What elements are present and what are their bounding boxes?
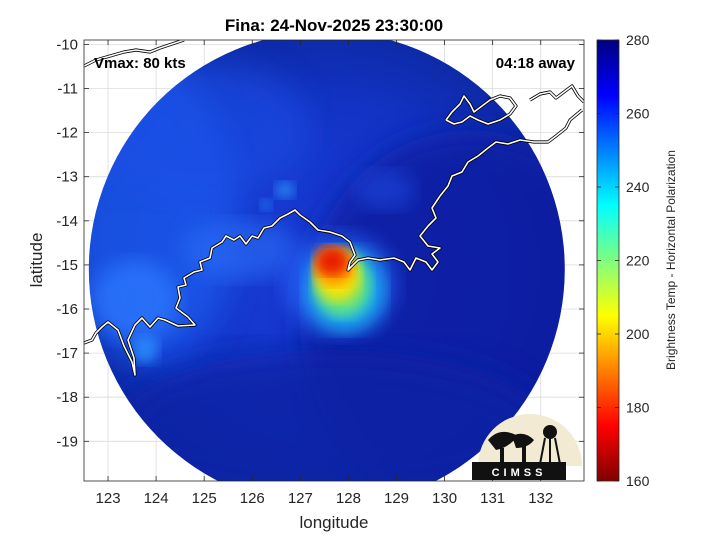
- x-axis-ticks: 123 124 125 126 127 128 129 130 131 132: [96, 40, 553, 507]
- vmax-annotation: Vmax: 80 kts: [94, 55, 186, 72]
- logo-ground: [472, 462, 566, 480]
- x-tick-label: 131: [480, 490, 505, 507]
- axes-frame: [83, 39, 585, 482]
- coast-band-mid: [180, 220, 300, 280]
- y-tick-label: -10: [56, 36, 78, 53]
- colorbar: 280 260 240 220 200 180 160 Brightness Temp - …: [596, 32, 678, 489]
- ocean-cold-region-south: [110, 350, 550, 481]
- logo-dish-icon: [488, 431, 534, 450]
- y-tick-label: -18: [56, 389, 78, 406]
- y-tick-label: -17: [56, 345, 78, 362]
- y-tick-label: -14: [56, 213, 78, 230]
- colorbar-tick-label: 280: [626, 32, 650, 48]
- colorbar-tick-label: 240: [626, 179, 650, 195]
- y-tick-label: -15: [56, 257, 78, 274]
- x-tick-label: 124: [144, 490, 169, 507]
- x-tick-label: 132: [528, 490, 553, 507]
- x-tick-label: 123: [96, 490, 121, 507]
- y-tick-label: -19: [56, 433, 78, 450]
- logo-tower-legs: [539, 437, 561, 465]
- coastline-gulf: [445, 95, 517, 125]
- colorbar-ticks: 280 260 240 220 200 180 160: [597, 32, 650, 489]
- y-axis-ticks: -10 -11 -12 -13 -14 -15 -16 -17 -18 -19: [56, 36, 584, 450]
- logo-dish-stand: [500, 448, 504, 462]
- logo-text: CIMSS: [492, 467, 547, 479]
- colorbar-tick-label: 220: [626, 253, 650, 269]
- x-axis-label: longitude: [299, 513, 368, 532]
- coast-cyan-band-2: [131, 336, 159, 364]
- coastline-northwest: [84, 40, 185, 67]
- feature-cyan-west: [275, 182, 295, 198]
- coastline-northeast: [529, 85, 584, 103]
- brightness-temp-swath: [88, 40, 565, 481]
- y-tick-label: -13: [56, 169, 78, 186]
- time-away-annotation: 04:18 away: [496, 55, 576, 72]
- y-tick-label: -16: [56, 301, 78, 318]
- coastline: [84, 40, 584, 377]
- colorbar-tick-label: 160: [626, 473, 650, 489]
- y-tick-label: -12: [56, 125, 78, 142]
- feature-blue-north: [355, 170, 415, 210]
- logo-tower-tank: [543, 425, 557, 439]
- chart-title: Fina: 24-Nov-2025 23:30:00: [225, 16, 443, 35]
- x-tick-label: 127: [288, 490, 313, 507]
- y-tick-label: -11: [57, 81, 78, 98]
- colorbar-tick-label: 260: [626, 106, 650, 122]
- y-axis-label: latitude: [27, 233, 46, 288]
- colorbar-tick-label: 180: [626, 400, 650, 416]
- logo-dish-stand-2: [522, 446, 526, 462]
- x-tick-label: 128: [336, 490, 361, 507]
- coastline-mainland: [84, 109, 583, 376]
- colorbar-tick-label: 200: [626, 326, 650, 342]
- x-tick-label: 125: [192, 490, 217, 507]
- cimss-logo: CIMSS: [472, 414, 582, 480]
- x-tick-label: 129: [384, 490, 409, 507]
- feature-cyan-small: [260, 199, 272, 211]
- x-tick-label: 130: [432, 490, 457, 507]
- eyewall-red: [316, 247, 348, 275]
- x-tick-label: 126: [240, 490, 265, 507]
- colorbar-label: Brightness Temp - Horizontal Polarizatio…: [664, 150, 678, 370]
